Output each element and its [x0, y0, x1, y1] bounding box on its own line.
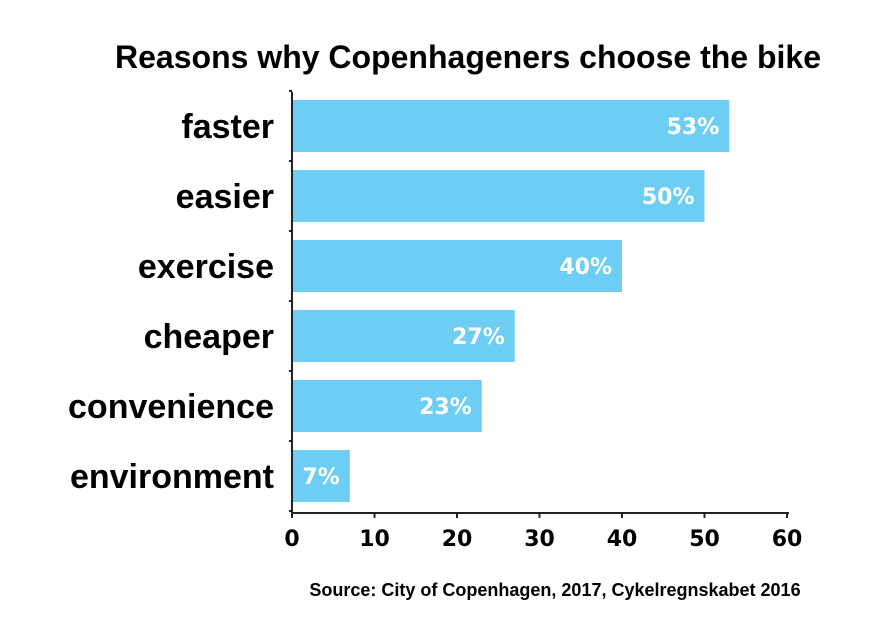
- data-label-environment: 7%: [302, 465, 339, 490]
- x-tick-label-10: 10: [359, 527, 390, 552]
- x-tick-label-0: 0: [284, 527, 299, 552]
- x-tick-label-40: 40: [607, 527, 638, 552]
- bar-exercise: [293, 240, 622, 292]
- bar-easier: [293, 170, 705, 222]
- category-label-environment: environment: [70, 458, 274, 496]
- category-label-cheaper: cheaper: [144, 318, 274, 356]
- x-tick-label-50: 50: [689, 527, 720, 552]
- data-label-convenience: 23%: [419, 395, 472, 420]
- bars-group: 53% 50% 40% 27% 23% 7%: [293, 100, 730, 502]
- x-tick-label-60: 60: [772, 527, 803, 552]
- category-labels: faster easier exercise cheaper convenience en…: [68, 90, 292, 512]
- x-axis-ticks: 0 10 20 30 40 50 60: [284, 513, 802, 552]
- data-label-exercise: 40%: [559, 255, 612, 280]
- data-label-easier: 50%: [642, 185, 695, 210]
- bar-faster: [293, 100, 730, 152]
- data-label-faster: 53%: [667, 115, 720, 140]
- bar-convenience: [293, 380, 482, 432]
- source-note: Source: City of Copenhagen, 2017, Cykelr…: [309, 580, 800, 600]
- data-label-cheaper: 27%: [452, 325, 505, 350]
- category-label-easier: easier: [176, 178, 274, 216]
- x-tick-label-30: 30: [524, 527, 555, 552]
- x-tick-label-20: 20: [442, 527, 473, 552]
- category-label-convenience: convenience: [68, 388, 274, 426]
- chart-title: Reasons why Copenhageners choose the bik…: [115, 39, 821, 75]
- bar-environment: [293, 450, 350, 502]
- category-label-faster: faster: [181, 108, 274, 146]
- bar-cheaper: [293, 310, 515, 362]
- category-label-exercise: exercise: [138, 248, 274, 286]
